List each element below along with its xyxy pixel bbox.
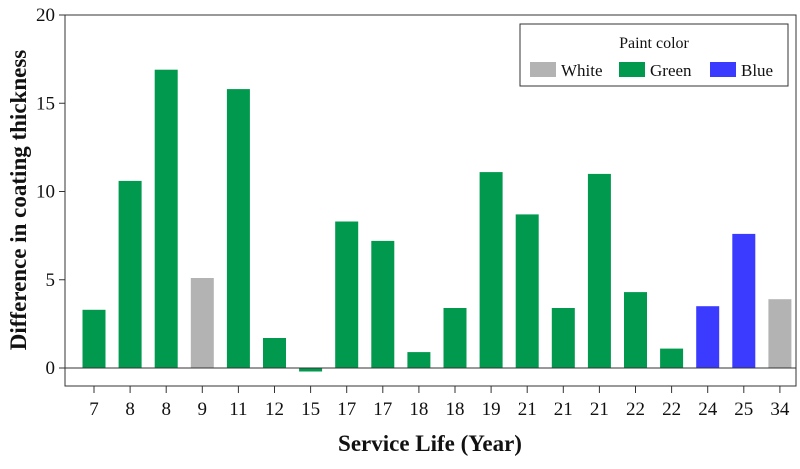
bar xyxy=(263,338,286,368)
legend-swatch xyxy=(530,62,556,77)
x-tick-label: 21 xyxy=(518,399,537,420)
x-tick-label: 21 xyxy=(590,399,609,420)
legend-entries: White Green Blue xyxy=(530,61,773,80)
legend-swatch xyxy=(710,62,736,77)
y-tick-label: 15 xyxy=(36,93,55,114)
legend-label: Blue xyxy=(741,61,773,80)
x-tick-label: 8 xyxy=(125,399,135,420)
bar xyxy=(660,348,684,368)
x-tick-label: 21 xyxy=(554,399,573,420)
x-tick-label: 24 xyxy=(698,399,718,420)
bar xyxy=(443,308,467,368)
x-tick-label: 18 xyxy=(409,399,428,420)
x-tick-label: 18 xyxy=(446,399,465,420)
bar xyxy=(190,278,214,368)
x-tick-label: 17 xyxy=(373,399,392,420)
plot-area xyxy=(64,14,797,387)
bar xyxy=(515,214,539,368)
x-tick-label: 34 xyxy=(770,399,790,420)
x-tick-label: 9 xyxy=(198,399,208,420)
x-tick-label: 22 xyxy=(626,399,645,420)
x-axis-title: Service Life (Year) xyxy=(338,431,522,456)
legend-label: Green xyxy=(650,61,692,80)
x-tick-label: 7 xyxy=(89,399,99,420)
legend-label: White xyxy=(561,61,603,80)
x-axis: 7 8 8 9 11 12 15 17 17 18 18 19 21 21 21 22 22 24 25 34 xyxy=(89,386,790,420)
legend: Paint color White Green Blue xyxy=(519,23,789,87)
bar xyxy=(371,240,395,368)
bar xyxy=(154,69,178,368)
y-axis: 0 5 10 15 20 xyxy=(36,5,65,379)
y-tick-label: 10 xyxy=(36,182,55,203)
bar xyxy=(624,292,647,368)
legend-box xyxy=(519,23,789,87)
bar xyxy=(732,233,756,368)
y-axis-title: Difference in coating thickness xyxy=(6,50,31,351)
y-tick-label: 0 xyxy=(46,358,56,379)
bars-group xyxy=(82,69,792,372)
bar xyxy=(335,221,359,368)
x-tick-label: 22 xyxy=(662,399,681,420)
bar xyxy=(82,309,106,368)
bar xyxy=(551,308,575,368)
bar xyxy=(407,352,431,368)
x-tick-label: 15 xyxy=(301,399,320,420)
x-tick-label: 8 xyxy=(161,399,171,420)
legend-swatch xyxy=(619,62,645,77)
y-tick-label: 20 xyxy=(36,5,55,26)
legend-title: Paint color xyxy=(619,35,689,52)
x-tick-label: 17 xyxy=(337,399,356,420)
y-tick-label: 5 xyxy=(46,270,56,291)
x-tick-label: 25 xyxy=(734,399,753,420)
bar xyxy=(479,172,503,368)
bar xyxy=(226,89,250,368)
bar xyxy=(299,368,323,372)
x-tick-label: 19 xyxy=(482,399,501,420)
x-tick-label: 11 xyxy=(229,399,247,420)
bar xyxy=(768,299,792,368)
bar xyxy=(587,173,611,368)
x-tick-label: 12 xyxy=(265,399,284,420)
bar xyxy=(696,306,720,368)
bar xyxy=(118,180,142,368)
